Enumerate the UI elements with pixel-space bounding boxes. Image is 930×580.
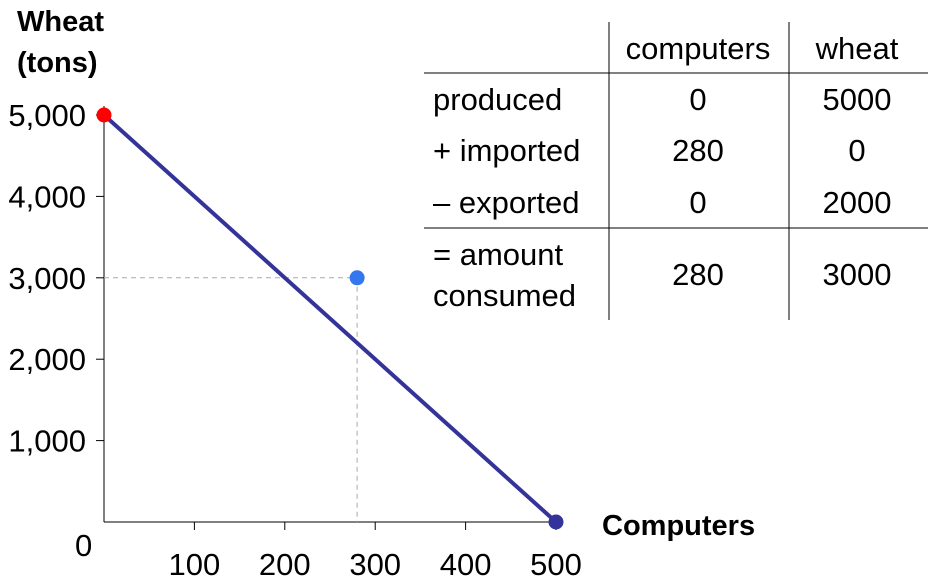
x-tick-label: 500	[530, 547, 582, 580]
table-row-exported-wheat: 2000	[823, 185, 892, 220]
y-tick-label: 3,000	[8, 261, 86, 296]
table-row-consumed-label-line-2: consumed	[433, 278, 576, 313]
y-axis-title-line-2: (tons)	[17, 47, 98, 79]
y-tick-label: 5,000	[8, 98, 86, 133]
data-point	[96, 107, 112, 123]
table-row-exported-label: – exported	[433, 185, 580, 220]
data-point	[548, 514, 564, 530]
table-row-consumed-wheat: 3000	[823, 257, 892, 292]
x-tick-label: 200	[259, 547, 311, 580]
table-row-consumed-label-line-1: = amount	[433, 237, 564, 272]
x-tick-label: 300	[349, 547, 401, 580]
table-row-imported-computers: 280	[672, 133, 724, 168]
data-point	[349, 270, 365, 286]
y-tick-label: 1,000	[8, 424, 86, 459]
table-header-wheat: wheat	[815, 31, 899, 66]
table-row-produced-label: produced	[433, 82, 562, 117]
table-row-exported-computers: 0	[689, 185, 706, 220]
y-tick-label: 2,000	[8, 342, 86, 377]
table-row-imported-wheat: 0	[848, 133, 865, 168]
table-row-produced-computers: 0	[689, 82, 706, 117]
x-tick-label: 400	[440, 547, 492, 580]
ppf-line	[102, 113, 558, 524]
origin-label: 0	[75, 528, 92, 563]
table-row-produced-wheat: 5000	[823, 82, 892, 117]
table-row-imported-label: + imported	[433, 133, 580, 168]
trade-table: computers wheat produced 0 5000 + import…	[424, 22, 928, 320]
y-tick-label: 4,000	[8, 179, 86, 214]
table-header-computers: computers	[626, 31, 771, 66]
y-axis-title-line-1: Wheat	[17, 6, 104, 38]
x-axis-title: Computers	[602, 510, 755, 542]
table-row-consumed-computers: 280	[672, 257, 724, 292]
x-tick-label: 100	[169, 547, 221, 580]
